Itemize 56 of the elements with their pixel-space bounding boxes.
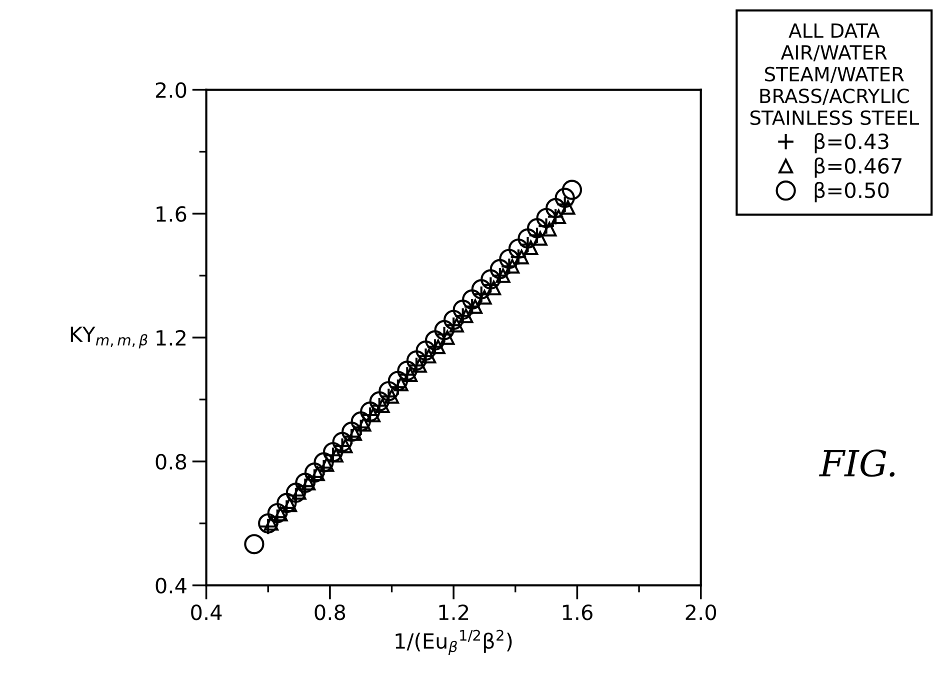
- y-tick-label: 1.2: [156, 330, 186, 346]
- point: [304, 462, 325, 483]
- x-tick-label: 0.8: [314, 604, 346, 620]
- point: [378, 381, 399, 402]
- point: [416, 340, 436, 361]
- legend-label: β=0.467: [814, 157, 902, 178]
- legend-title: ALL DATA AIR/WATER STEAM/WATER BRASS/ACRYLIC STAINLESS STEEL: [750, 24, 919, 126]
- point: [332, 432, 352, 452]
- point: [524, 240, 538, 256]
- point: [477, 290, 492, 305]
- legend-label: β=0.43: [814, 132, 888, 154]
- point: [388, 370, 408, 391]
- y-axis-title: KY$_{m,m,β}$: [70, 326, 148, 348]
- y-tick-label: 0.8: [156, 454, 186, 470]
- point: [551, 209, 566, 224]
- point: [490, 259, 510, 280]
- point: [244, 534, 264, 554]
- legend-label: β=0.50: [814, 182, 889, 202]
- x-tick-label: 1.6: [562, 604, 592, 620]
- point: [369, 391, 390, 412]
- point: [406, 350, 427, 371]
- point: [508, 238, 529, 259]
- point: [452, 300, 473, 320]
- point: [542, 222, 557, 236]
- point: [526, 218, 548, 238]
- point: [505, 259, 520, 274]
- point: [562, 180, 582, 200]
- x-tick-label: 2.0: [686, 604, 716, 620]
- point: [462, 289, 482, 310]
- y-tick-label: 0.4: [156, 578, 186, 594]
- point: [532, 231, 548, 246]
- point: [397, 360, 418, 381]
- point: [514, 250, 529, 264]
- point: [554, 188, 575, 208]
- point: [518, 228, 538, 249]
- point: [480, 269, 501, 290]
- point: [560, 200, 576, 215]
- point: [434, 320, 454, 340]
- point: [314, 452, 334, 472]
- text: FIG.: [818, 449, 895, 477]
- point: [546, 198, 566, 218]
- point: [556, 196, 574, 214]
- point: [424, 330, 446, 350]
- point: [267, 503, 288, 524]
- y-tick-label: 2.0: [156, 82, 186, 98]
- y-tick-label: 1.6: [156, 206, 186, 222]
- point: [499, 248, 520, 269]
- x-axis-title: 1/(Eu$_{β}$$^{1/2}$β$^{2}$): [396, 630, 512, 656]
- point: [350, 411, 371, 432]
- point: [444, 310, 464, 330]
- point: [486, 280, 502, 296]
- point: [342, 422, 362, 442]
- x-tick-label: 0.4: [191, 604, 222, 620]
- point: [471, 279, 492, 300]
- x-tick-label: 1.2: [439, 604, 468, 620]
- point: [536, 208, 556, 228]
